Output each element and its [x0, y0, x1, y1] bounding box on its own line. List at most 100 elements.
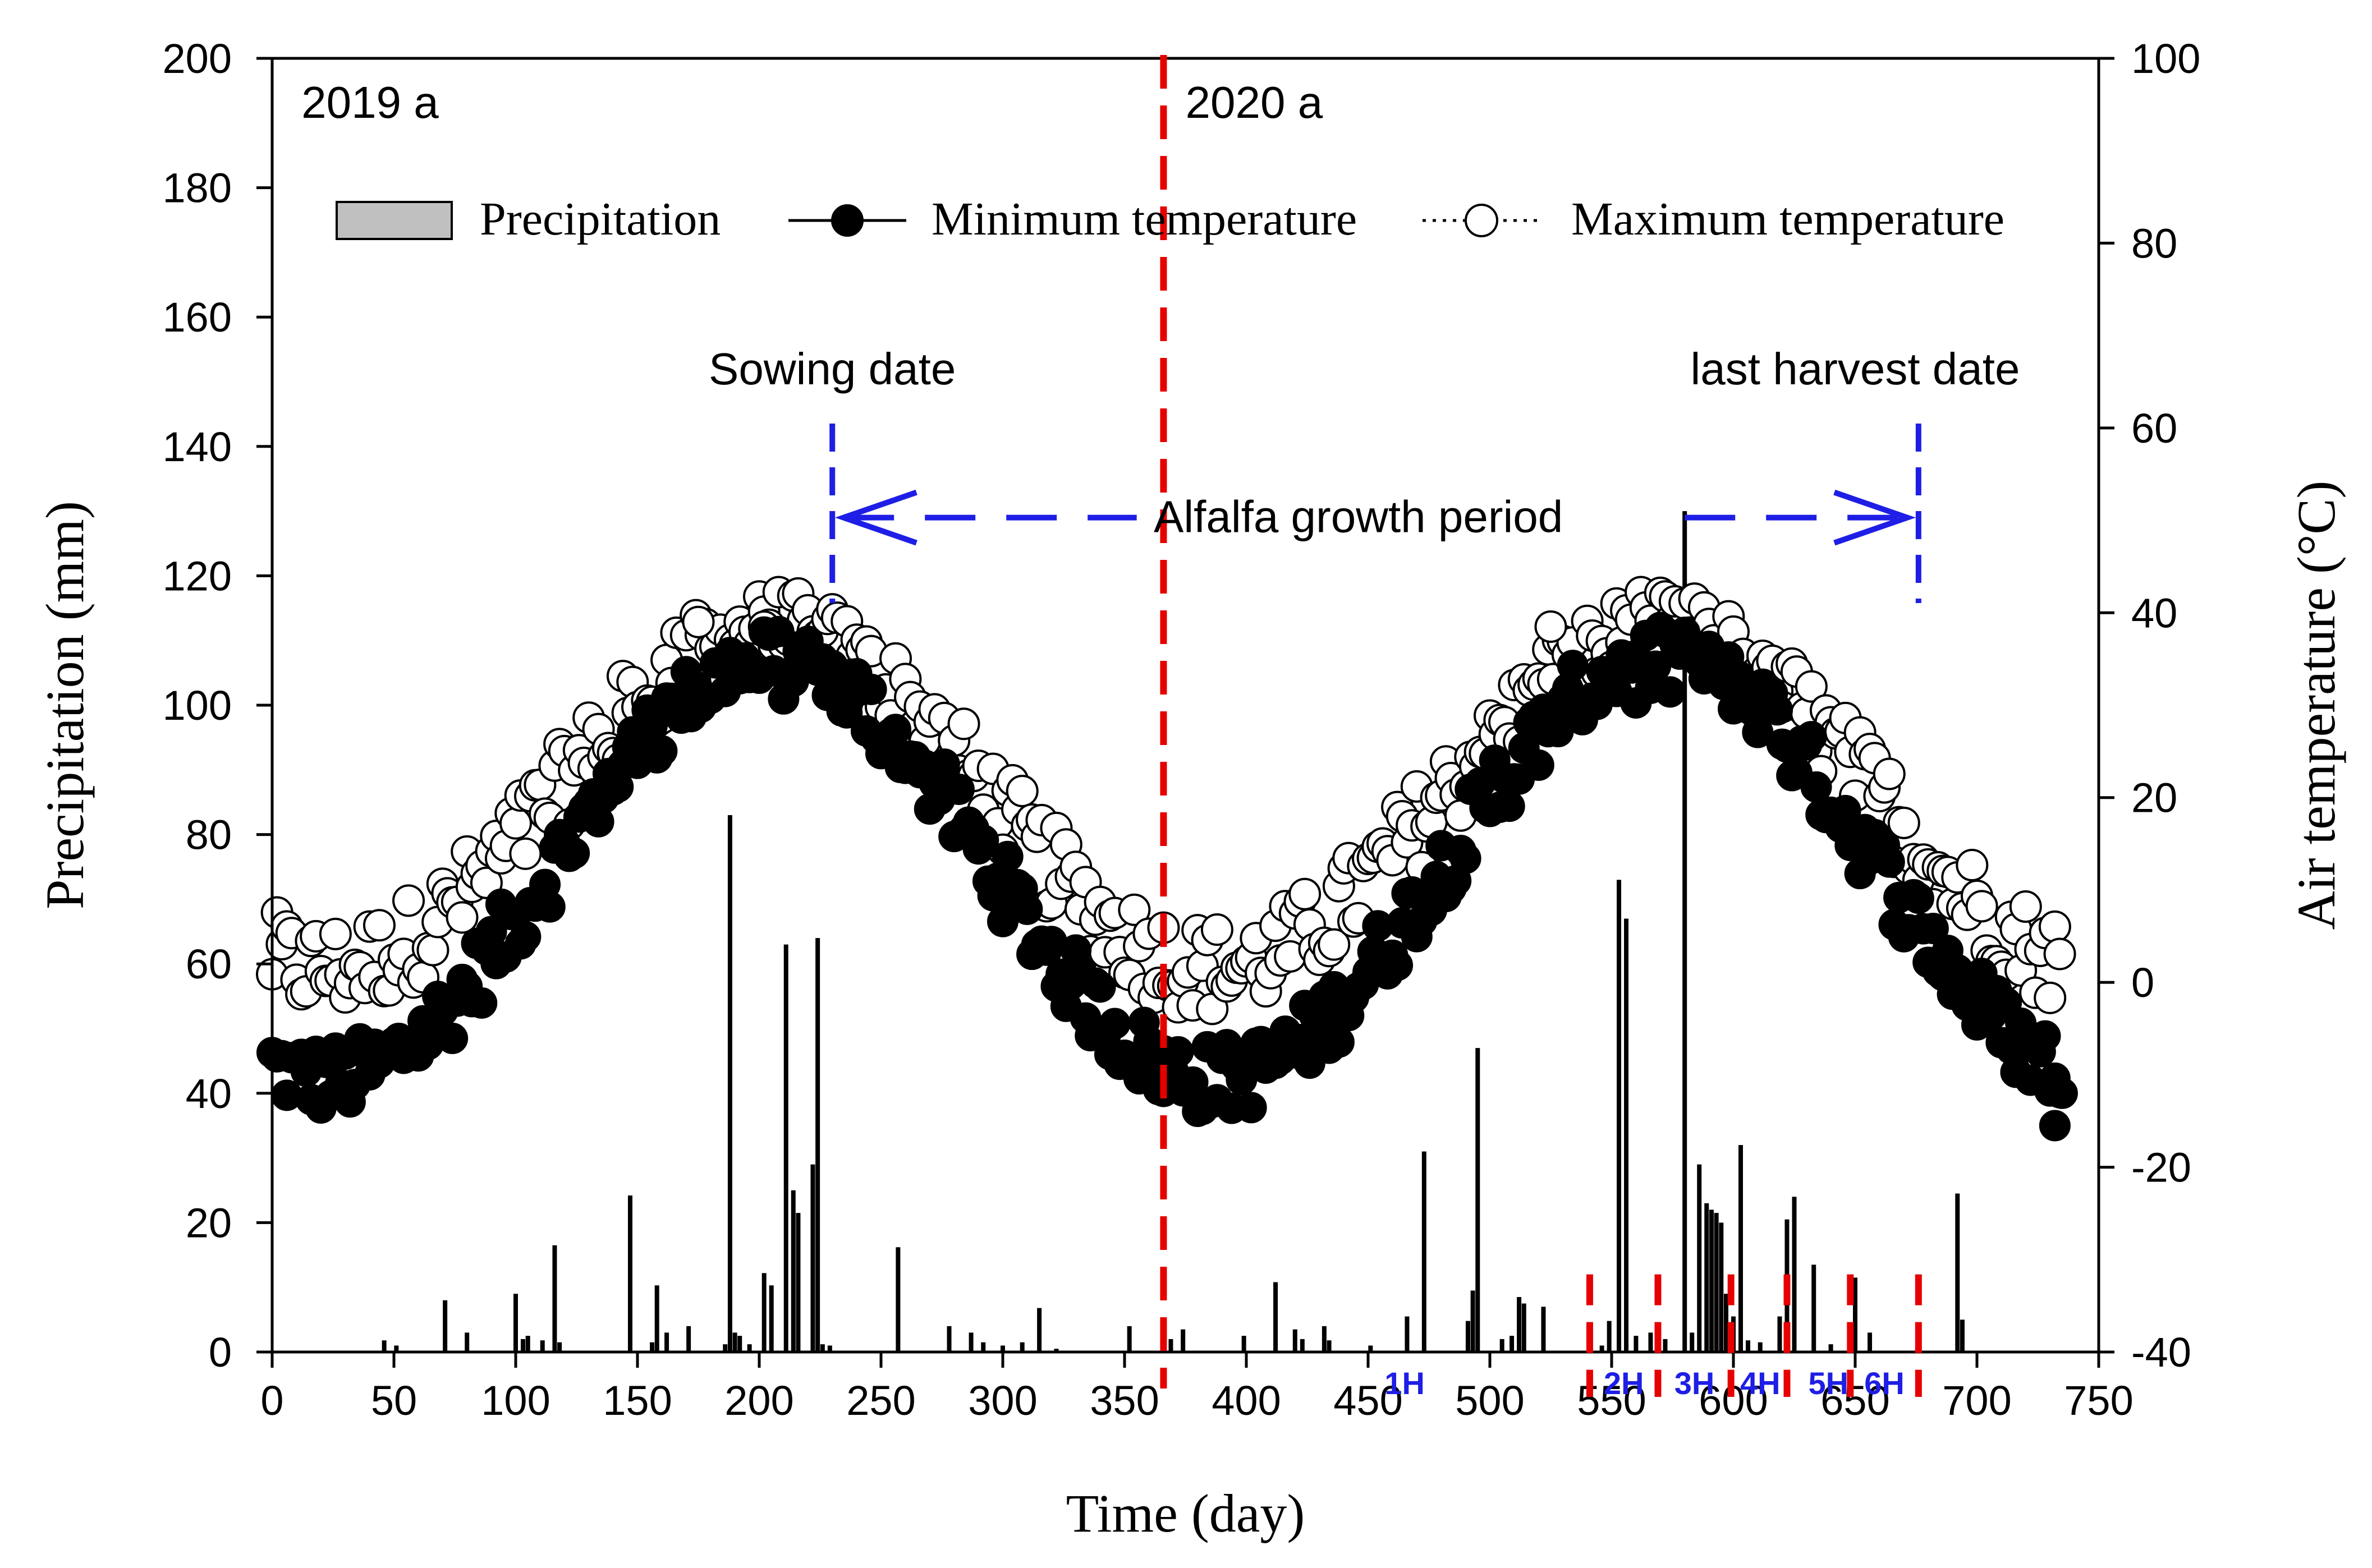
- y-right-tick-label: 20: [2131, 775, 2177, 821]
- min-temp-point: [967, 824, 999, 856]
- min-temp-point: [1557, 650, 1589, 682]
- min-temp-point: [1084, 971, 1116, 1003]
- precipitation-bar: [557, 1342, 562, 1352]
- x-tick-label: 50: [371, 1377, 417, 1424]
- min-temp-point: [992, 840, 1024, 872]
- legend-label-precipitation: Precipitation: [480, 193, 721, 245]
- precipitation-bar: [1020, 1342, 1025, 1352]
- min-temp-point: [2039, 1110, 2071, 1142]
- x-tick-label: 100: [481, 1377, 550, 1424]
- max-temp-point: [2043, 937, 2076, 971]
- y-left-tick-label: 20: [186, 1199, 232, 1246]
- precipitation-bar: [1405, 1316, 1410, 1352]
- precipitation-bar: [1368, 1345, 1373, 1352]
- min-temp-point: [646, 735, 678, 767]
- precipitation-bar: [1470, 1290, 1475, 1352]
- precipitation-bar: [654, 1285, 659, 1352]
- min-temp-point: [855, 673, 887, 705]
- annotations: 2019 a 2020 a Sowing date last harvest date…: [301, 55, 2020, 1401]
- min-temp-point: [1873, 846, 1905, 878]
- max-temp-point: [363, 909, 396, 942]
- min-temp-point: [466, 987, 498, 1019]
- max-temp-point: [1534, 610, 1567, 643]
- min-temp-point: [510, 921, 542, 953]
- min-temp-point: [1493, 790, 1525, 822]
- temperature-markers: [256, 576, 2078, 1142]
- max-temp-point: [2034, 981, 2067, 1014]
- precipitation-bar: [820, 1344, 825, 1352]
- last-harvest-label: last harvest date: [1691, 344, 2020, 394]
- min-temp-point: [2046, 1077, 2078, 1109]
- max-temp-point: [1200, 913, 1233, 946]
- precipitation-bar: [737, 1336, 742, 1352]
- precipitation-bar: [1300, 1339, 1305, 1352]
- precipitation-bar: [1617, 880, 1622, 1352]
- min-temp-point: [1522, 749, 1554, 781]
- precipitation-bar: [769, 1285, 774, 1352]
- x-tick-label: 650: [1820, 1377, 1889, 1424]
- precipitation-bar: [1273, 1282, 1278, 1352]
- y-right-axis-label: Air temperature (°C): [2286, 481, 2346, 930]
- max-temp-point: [1118, 893, 1151, 926]
- y-left-tick-label: 200: [163, 35, 232, 82]
- precipitation-bar: [1510, 1336, 1515, 1352]
- precipitation-bar: [1001, 1345, 1005, 1352]
- sowing-date-label: Sowing date: [709, 344, 956, 394]
- min-temp-point: [1235, 1092, 1267, 1124]
- precipitation-bar: [796, 1213, 801, 1352]
- x-tick-label: 350: [1090, 1377, 1159, 1424]
- max-temp-point: [1318, 928, 1351, 961]
- precipitation-bar: [969, 1332, 974, 1352]
- precipitation-bar: [521, 1339, 526, 1352]
- precipitation-bar: [1960, 1319, 1965, 1352]
- precipitation-bar: [810, 1164, 815, 1352]
- min-temp-point: [1011, 893, 1043, 925]
- precipitation-bar: [1746, 1340, 1751, 1352]
- precipitation-bar: [513, 1294, 518, 1352]
- min-temp-point: [1323, 1026, 1355, 1058]
- harvest-label: 6H: [1864, 1365, 1905, 1401]
- min-temp-point: [2029, 1020, 2061, 1052]
- min-temp-point: [558, 837, 590, 869]
- legend-swatch-precipitation: [336, 201, 453, 240]
- max-temp-point: [1887, 806, 1920, 839]
- max-temp-point: [392, 884, 425, 917]
- precipitation-bar: [827, 1345, 832, 1352]
- precipitation-bar: [394, 1345, 399, 1352]
- precipitation-bar: [525, 1336, 530, 1352]
- growth-arrow-left-head: [834, 489, 917, 546]
- precipitation-bar: [1421, 1151, 1426, 1352]
- min-temp-point: [763, 615, 795, 647]
- x-tick-label: 450: [1333, 1377, 1402, 1424]
- precipitation-bar: [382, 1340, 387, 1352]
- x-tick-label: 0: [260, 1377, 283, 1424]
- max-temp-point: [1006, 774, 1039, 807]
- y-right-tick-label: 60: [2131, 405, 2177, 452]
- precipitation-bar: [896, 1247, 901, 1352]
- precipitation-bars: [382, 511, 1965, 1352]
- precipitation-bar: [791, 1190, 796, 1352]
- max-temp-point: [682, 605, 715, 638]
- min-temp-point: [1449, 843, 1481, 875]
- min-temp-point: [831, 697, 863, 729]
- precipitation-bar: [664, 1332, 669, 1352]
- max-temp-point: [416, 934, 449, 967]
- y-right-tick-label: 40: [2131, 590, 2177, 636]
- precipitation-bar: [1517, 1296, 1522, 1352]
- precipitation-bar: [1690, 1332, 1695, 1352]
- min-temp-point: [1099, 1008, 1131, 1040]
- max-temp-point: [1965, 890, 1998, 923]
- harvest-label: 1H: [1384, 1365, 1425, 1401]
- growth-arrow-right-head: [1833, 489, 1916, 546]
- year-label: 2020 a: [1186, 77, 1323, 127]
- harvest-label: 4H: [1740, 1365, 1781, 1401]
- precipitation-bar: [723, 1344, 728, 1352]
- precipitation-bar: [627, 1195, 632, 1352]
- y-left-tick-label: 80: [186, 812, 232, 858]
- precipitation-bar: [465, 1332, 470, 1352]
- min-temp-point: [1902, 882, 1934, 914]
- min-temp-point: [1162, 1036, 1194, 1068]
- precipitation-bar: [1181, 1329, 1186, 1352]
- precipitation-bar: [1599, 1345, 1604, 1352]
- precipitation-bar: [761, 1273, 767, 1352]
